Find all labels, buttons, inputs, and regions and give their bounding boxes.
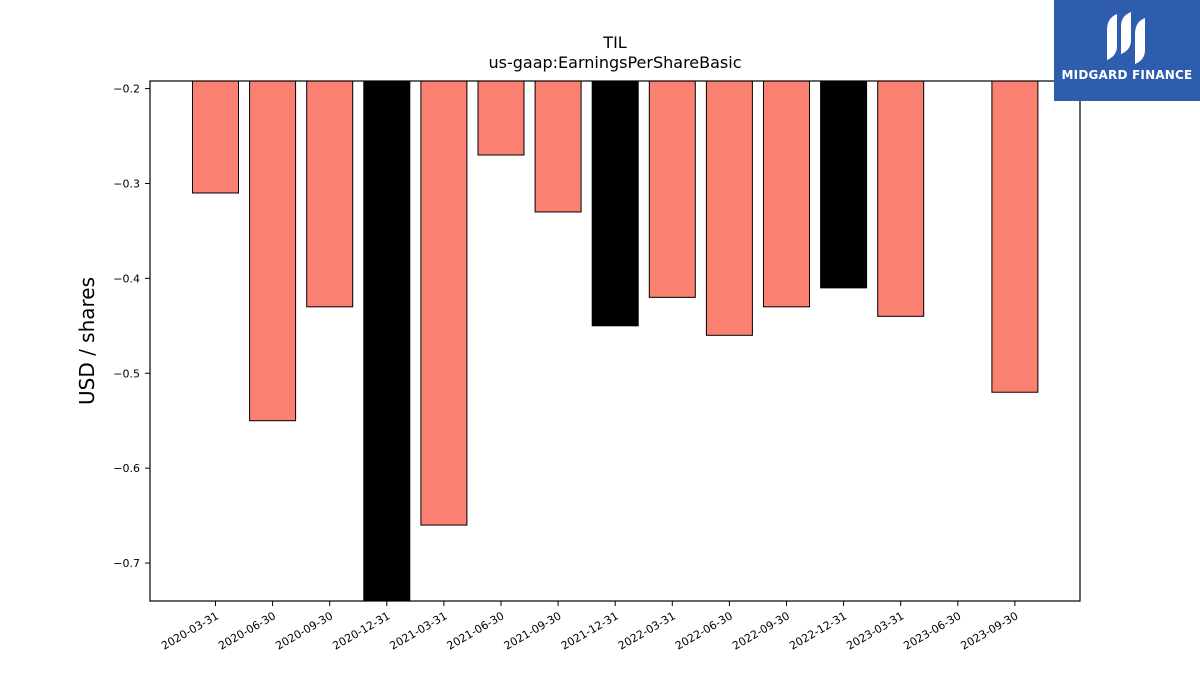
y-axis-label: USD / shares [75, 277, 99, 405]
bar-2022-06-30 [705, 80, 753, 336]
x-tick-label: 2022-12-31 [787, 609, 849, 652]
x-tick-label: 2023-06-30 [901, 609, 963, 652]
bar-2021-09-30 [534, 80, 582, 213]
brand-name: MIDGARD FINANCE [1061, 68, 1193, 82]
bar-2023-09-30 [991, 80, 1039, 393]
brand-mark-icon [1107, 12, 1145, 64]
x-tick-label: 2023-09-30 [959, 609, 1021, 652]
bars-group [192, 80, 1039, 602]
x-tick-label: 2020-12-31 [330, 609, 392, 652]
bar-2022-03-31 [648, 80, 696, 298]
x-tick-label: 2021-06-30 [445, 609, 507, 652]
chart-subtitle: us-gaap:EarningsPerShareBasic [488, 53, 741, 72]
y-tick-label: −0.5 [113, 367, 140, 380]
bar-2023-03-31 [877, 80, 925, 317]
bar-2021-06-30 [477, 80, 525, 156]
y-tick-label: −0.6 [113, 462, 140, 475]
x-tick-label: 2022-03-31 [616, 609, 678, 652]
x-tick-label: 2021-12-31 [559, 609, 621, 652]
bar-2020-03-31 [192, 80, 239, 194]
bar-2022-09-30 [763, 80, 810, 308]
x-tick-label: 2021-03-31 [388, 609, 450, 652]
bar-2022-12-31 [820, 80, 868, 289]
x-tick-label: 2022-06-30 [673, 609, 735, 652]
bar-2020-12-31 [363, 80, 411, 602]
x-tick-label: 2022-09-30 [730, 609, 792, 652]
y-tick-label: −0.7 [113, 557, 140, 570]
y-tick-label: −0.4 [113, 272, 140, 285]
x-ticks-group: 2020-03-312020-06-302020-09-302020-12-31… [159, 601, 1020, 653]
chart-title: TIL [602, 33, 626, 52]
x-tick-label: 2023-03-31 [844, 609, 906, 652]
x-tick-label: 2020-03-31 [159, 609, 221, 652]
bar-2021-12-31 [591, 80, 639, 327]
x-tick-label: 2020-06-30 [216, 609, 278, 652]
brand-logo: MIDGARD FINANCE [1054, 0, 1200, 101]
y-tick-label: −0.2 [113, 83, 140, 96]
bar-2020-09-30 [306, 80, 354, 308]
y-tick-label: −0.3 [113, 177, 140, 190]
y-ticks-group: −0.2 −0.3 −0.4 −0.5 −0.6 −0.7 [113, 83, 150, 570]
bar-2020-06-30 [249, 80, 297, 422]
x-tick-label: 2021-09-30 [502, 609, 564, 652]
bar-2021-03-31 [420, 80, 468, 526]
plot-frame [149, 80, 1081, 602]
x-tick-label: 2020-09-30 [273, 609, 335, 652]
